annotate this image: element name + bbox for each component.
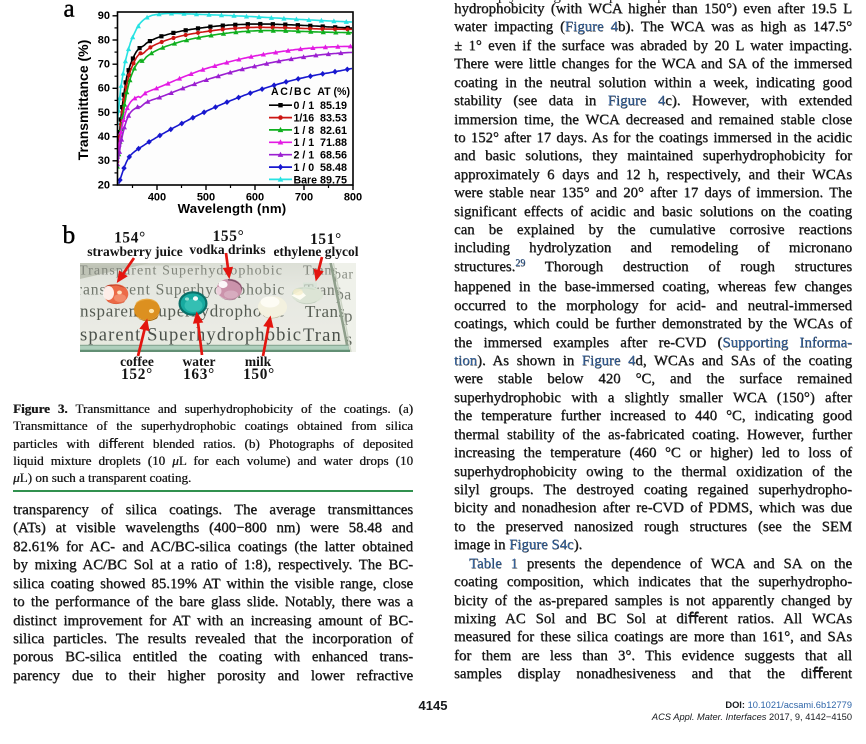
svg-text:500: 500 [197,192,215,204]
svg-text:163°: 163° [183,366,215,383]
svg-text:151°: 151° [310,231,342,248]
svg-text:1 / 1: 1 / 1 [294,137,315,149]
svg-text:89.75: 89.75 [320,174,347,186]
svg-text:p: p [344,307,353,326]
svg-text:AT (%): AT (%) [317,86,350,98]
svg-text:85.19: 85.19 [320,100,347,112]
svg-text:800: 800 [344,192,362,204]
svg-text:a: a [64,0,75,23]
svg-text:600: 600 [246,192,264,204]
svg-text:82.61: 82.61 [320,125,347,137]
svg-text:milk: milk [245,354,272,369]
svg-text:700: 700 [295,192,313,204]
svg-text:90: 90 [98,10,110,22]
svg-text:68.56: 68.56 [320,150,347,162]
svg-text:strawberry juice: strawberry juice [87,244,183,259]
svg-text:water: water [183,354,216,369]
svg-text:par: par [334,268,354,283]
svg-text:400: 400 [148,192,166,204]
svg-text:58.48: 58.48 [320,162,347,174]
svg-text:Trans: Trans [305,302,346,321]
svg-text:60: 60 [98,83,110,95]
svg-text:1 / 8: 1 / 8 [294,125,315,137]
svg-text:pa: pa [336,287,352,304]
svg-text:ethylene glycol: ethylene glycol [273,244,358,259]
svg-text:71.88: 71.88 [320,137,347,149]
svg-text:coffee: coffee [120,354,154,369]
svg-text:50: 50 [98,107,110,119]
svg-text:83.53: 83.53 [320,113,347,125]
svg-text:0 / 1: 0 / 1 [294,100,315,112]
svg-text:Bare: Bare [294,174,318,186]
svg-text:b: b [63,220,76,249]
svg-text:40: 40 [98,131,110,143]
svg-text:sparent Superhydrophobic: sparent Superhydrophobic [80,325,302,346]
svg-text:Wavelength (nm): Wavelength (nm) [178,201,287,216]
svg-text:Transmittance (%): Transmittance (%) [75,40,91,161]
svg-text:150°: 150° [243,366,275,383]
svg-text:Transparent Superhydrophobic: Transparent Superhydrophobic [67,282,285,299]
svg-text:1 / 0: 1 / 0 [294,162,315,174]
svg-text:152°: 152° [121,366,153,383]
svg-text:2 / 1: 2 / 1 [294,150,315,162]
svg-text:80: 80 [98,34,110,46]
svg-text:Tran: Tran [303,325,342,346]
svg-text:AC/BC: AC/BC [271,86,313,98]
svg-text:vodka drinks: vodka drinks [189,242,265,257]
svg-text:20: 20 [98,179,110,191]
svg-text:70: 70 [98,59,110,71]
svg-text:154°: 154° [114,230,146,247]
svg-text:30: 30 [98,155,110,167]
svg-text:155°: 155° [213,228,245,245]
svg-text:1/16: 1/16 [294,113,315,125]
svg-text:Transparent Superhydrophobic: Transparent Superhydrophobic [79,264,283,279]
